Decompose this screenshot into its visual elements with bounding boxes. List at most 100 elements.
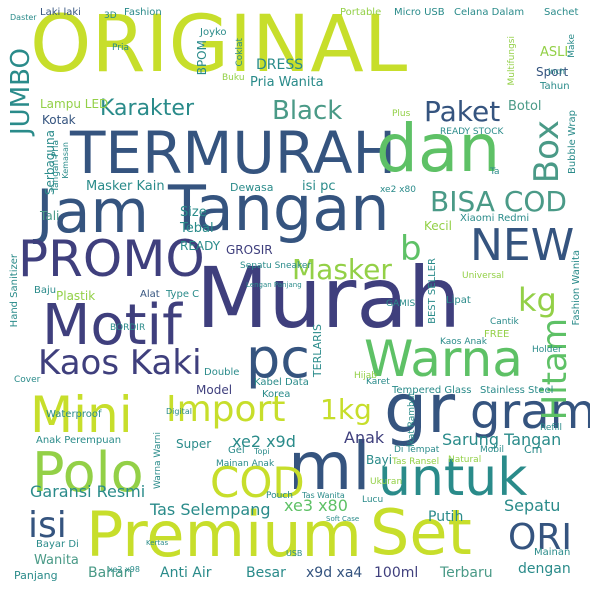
word: 1kg xyxy=(320,393,372,426)
word: Masker xyxy=(292,253,392,286)
word: GAMIS xyxy=(386,299,416,309)
word: Daster xyxy=(10,13,37,22)
word: FREE xyxy=(484,329,510,340)
word: Size xyxy=(180,205,207,220)
word: Tas Ransel xyxy=(392,457,440,467)
word: TERMURAH xyxy=(70,119,397,187)
word: ASLI xyxy=(540,45,569,60)
word: Tas Wanita xyxy=(302,491,345,500)
word: ml xyxy=(288,428,371,505)
word: Multifungsi xyxy=(507,36,517,86)
word: Murah xyxy=(196,249,461,347)
word: Warna xyxy=(364,330,523,388)
word: COD xyxy=(210,458,305,507)
word: Double xyxy=(204,367,240,378)
word: Coklat xyxy=(235,38,245,67)
word: Alat xyxy=(140,289,160,300)
word: Karet xyxy=(366,377,390,387)
word: Natural xyxy=(448,455,482,465)
word: Cm xyxy=(524,443,543,456)
word: READY STOCK xyxy=(440,127,504,137)
word: ORI xyxy=(508,517,572,558)
word: Lampu LED xyxy=(40,97,109,111)
word: DRESS xyxy=(256,57,304,73)
word: Bahan xyxy=(88,565,133,581)
word: Make xyxy=(567,34,577,58)
word: Portable xyxy=(340,7,382,18)
word: Anak Perempuan xyxy=(36,435,122,446)
word: isi pc xyxy=(302,179,336,194)
word: Wanita xyxy=(34,553,79,568)
word: Set xyxy=(370,496,472,569)
word: NEW xyxy=(470,220,575,271)
word: Fashion xyxy=(124,7,162,18)
word: Digital xyxy=(166,407,192,416)
word: Tahun xyxy=(540,81,570,92)
word: GROSIR xyxy=(226,243,273,257)
word: Kecil xyxy=(424,219,452,233)
word: Anak xyxy=(344,428,385,447)
word: Kotak xyxy=(42,113,76,127)
word: Waterproof xyxy=(46,409,102,420)
word: isi xyxy=(28,505,67,546)
word: Tangan xyxy=(168,172,390,245)
word: Dewasa xyxy=(230,181,274,194)
word: kg xyxy=(518,281,557,319)
word: Kertas xyxy=(146,539,169,547)
word: Kemasan xyxy=(61,142,70,179)
word: Korea xyxy=(262,389,291,400)
word: Cover xyxy=(14,375,41,385)
word: Panjang xyxy=(14,569,58,582)
word: Kabel Data xyxy=(254,377,309,388)
word: Topi xyxy=(254,447,270,456)
word: Mini xyxy=(30,386,133,444)
word: Sarung Tangan xyxy=(442,430,562,449)
word: Model xyxy=(196,383,233,397)
word: Black xyxy=(272,96,343,126)
word: b xyxy=(400,229,422,269)
word: Lipat xyxy=(446,295,471,306)
word: Plus xyxy=(392,109,411,119)
word: READY xyxy=(180,239,221,253)
word: Paket xyxy=(424,95,501,128)
word: Ikat Rambut xyxy=(407,392,417,447)
word: Joyko xyxy=(200,27,227,38)
word: ORIGINAL xyxy=(30,0,408,90)
word: Refill xyxy=(540,423,563,433)
word: BISA COD xyxy=(430,185,567,218)
word: Bubble Wrap xyxy=(567,110,578,175)
word: Sachet xyxy=(544,7,579,18)
word: Mainan xyxy=(534,547,571,558)
word: xe2 x9d xyxy=(232,432,296,451)
word: xe2 x98 xyxy=(108,565,140,574)
word: BEST SELLER xyxy=(427,258,438,324)
word: Hijab xyxy=(354,371,377,381)
word: Fashion Wanita xyxy=(571,250,582,326)
word: BPOM xyxy=(195,40,209,76)
word: Sepatu Sneaker xyxy=(240,261,312,271)
word: Tebal xyxy=(180,221,214,236)
word: Lucu xyxy=(362,495,384,505)
word: Sepatu xyxy=(504,496,561,515)
word: Import xyxy=(166,389,286,430)
word: Universal xyxy=(462,271,505,281)
word: TERLARIS xyxy=(311,324,324,378)
word: Premium xyxy=(86,498,362,571)
word: BORDIR xyxy=(110,323,146,333)
word: gram xyxy=(470,384,590,440)
word: Soft Case xyxy=(326,515,360,523)
word: Garansi Resmi xyxy=(30,482,146,501)
word: Ukuran xyxy=(370,477,403,487)
word: Tangan Pria xyxy=(51,140,61,193)
word: Hitam xyxy=(535,318,575,421)
word: Baju xyxy=(34,285,57,296)
word: Putih xyxy=(428,509,464,525)
word: Masker Kain xyxy=(86,179,165,194)
word: Mainan Anak xyxy=(216,459,275,469)
word: Inch xyxy=(548,67,565,76)
word: Kaos Kaki xyxy=(38,343,202,383)
word: Polo xyxy=(32,441,144,504)
word: Karakter xyxy=(100,96,194,121)
word: Pria xyxy=(112,43,129,53)
